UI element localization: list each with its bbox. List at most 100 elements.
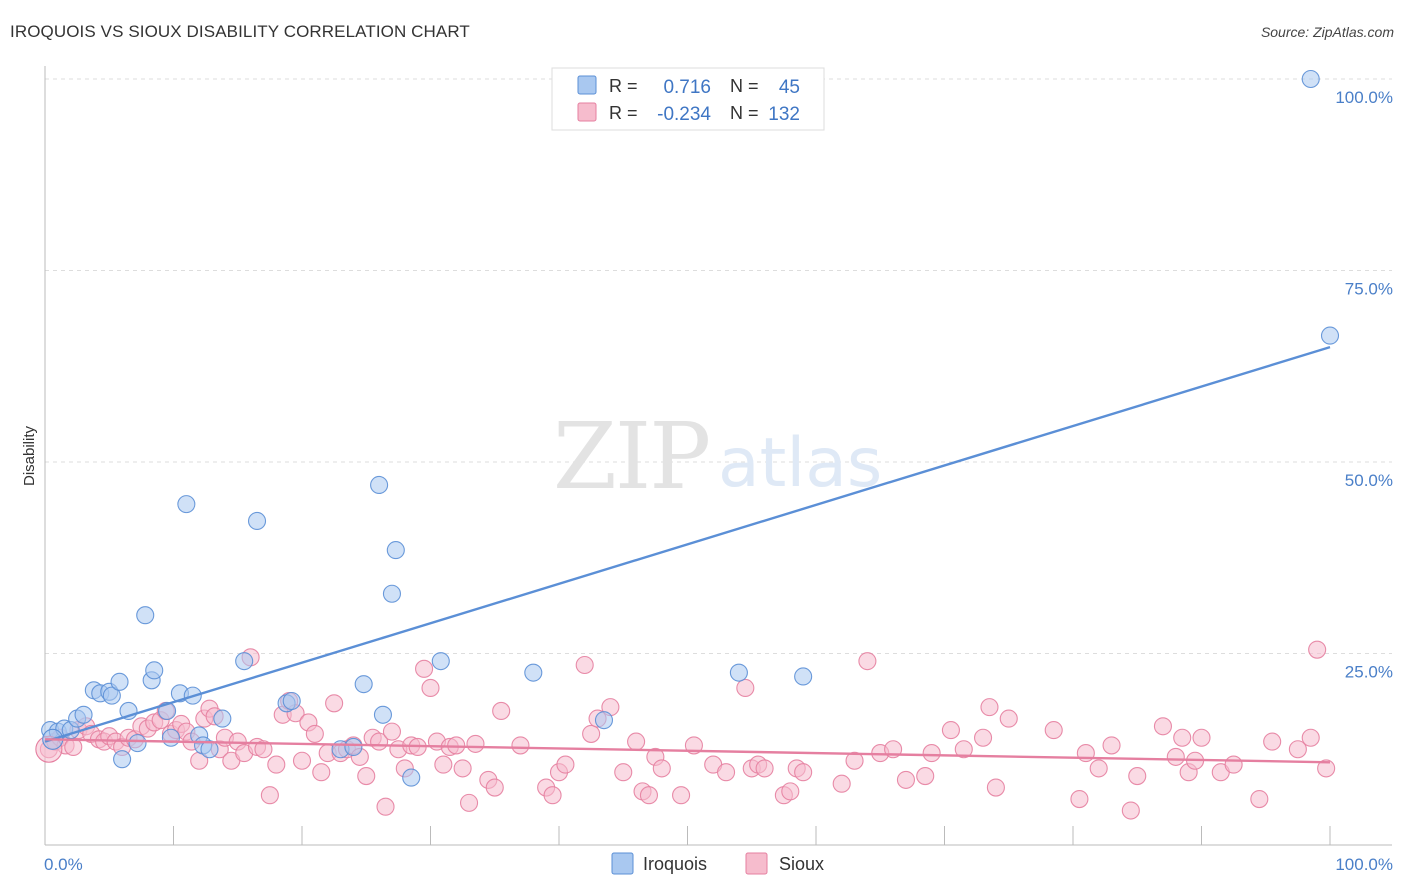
y-tick-labels: 25.0% 50.0% 75.0% 100.0% <box>1335 88 1393 682</box>
point-sioux <box>1317 759 1336 778</box>
point-sioux <box>986 778 1005 797</box>
point-sioux <box>941 721 960 740</box>
legend-n-value: 132 <box>768 104 800 125</box>
bottom-legend-sioux: Sioux <box>745 852 824 875</box>
point-sioux <box>845 751 864 770</box>
point-sioux <box>1263 732 1282 751</box>
point-sioux <box>305 724 324 743</box>
point-iroquois <box>402 768 421 787</box>
point-sioux <box>1070 789 1089 809</box>
legend-box: R = 0.716 N = 45 R = -0.234 N = 132 <box>551 67 825 131</box>
point-iroquois <box>235 652 254 671</box>
y-tick-label: 50.0% <box>1345 471 1393 490</box>
point-sioux <box>357 767 376 786</box>
scatter-points <box>35 69 1340 820</box>
watermark-atlas: atlas <box>718 424 882 503</box>
point-sioux <box>1173 728 1192 747</box>
point-sioux <box>980 698 999 717</box>
point-sioux <box>1224 755 1243 774</box>
legend-n-value: 45 <box>779 77 800 98</box>
point-iroquois <box>145 661 164 680</box>
point-sioux <box>736 678 755 698</box>
point-sioux <box>794 763 813 782</box>
point-iroquois <box>1301 69 1320 89</box>
gridlines <box>45 78 1392 654</box>
point-sioux <box>485 778 504 797</box>
point-iroquois <box>1320 326 1340 345</box>
point-sioux <box>1044 721 1063 740</box>
bottom-legend-swatch-iroquois <box>611 852 634 875</box>
point-sioux <box>312 763 331 782</box>
point-sioux <box>1301 728 1320 747</box>
point-sioux <box>434 755 453 774</box>
point-sioux <box>543 786 562 805</box>
watermark-zip: ZIP <box>553 403 709 510</box>
bottom-legend-label-sioux: Sioux <box>779 854 824 874</box>
point-sioux <box>415 659 434 678</box>
point-sioux <box>627 732 646 751</box>
legend-swatch-sioux <box>577 102 597 122</box>
point-sioux <box>1250 789 1269 809</box>
axes <box>44 66 1392 846</box>
point-iroquois <box>158 701 177 721</box>
point-sioux <box>896 770 916 789</box>
bottom-legend: Iroquois Sioux <box>611 852 824 875</box>
point-iroquois <box>370 475 389 495</box>
trend-line-sioux <box>44 738 1331 764</box>
point-iroquois <box>128 734 147 753</box>
point-iroquois <box>729 663 748 682</box>
point-sioux <box>376 797 395 816</box>
chart-title: IROQUOIS VS SIOUX DISABILITY CORRELATION… <box>10 22 470 41</box>
point-sioux <box>999 709 1018 728</box>
point-iroquois <box>382 584 402 603</box>
point-sioux <box>916 767 935 786</box>
bottom-legend-swatch-sioux <box>745 852 768 875</box>
point-sioux <box>260 786 279 805</box>
point-sioux <box>575 655 594 675</box>
watermark: ZIP atlas <box>553 403 882 510</box>
bottom-legend-iroquois: Iroquois <box>611 852 707 875</box>
point-sioux <box>292 751 312 770</box>
point-sioux <box>781 782 800 801</box>
point-sioux <box>922 744 941 763</box>
point-iroquois <box>102 686 121 705</box>
point-sioux <box>267 755 286 774</box>
point-iroquois <box>113 750 132 769</box>
point-iroquois <box>373 705 393 724</box>
y-tick-label: 75.0% <box>1345 280 1393 299</box>
point-sioux <box>716 763 736 782</box>
point-sioux <box>459 793 479 812</box>
x-tick-labels: 0.0% 100.0% <box>44 855 1393 874</box>
y-tick-label: 100.0% <box>1335 88 1393 107</box>
point-iroquois <box>282 691 301 711</box>
point-iroquois <box>386 541 405 560</box>
point-sioux <box>1166 747 1185 766</box>
point-sioux <box>382 722 402 741</box>
point-sioux <box>453 759 472 778</box>
point-sioux <box>639 786 659 805</box>
legend-n-label: N = <box>730 103 759 123</box>
point-sioux <box>421 678 440 698</box>
point-iroquois <box>594 711 614 730</box>
point-iroquois <box>177 495 196 514</box>
source-credit: Source: ZipAtlas.com <box>1260 24 1394 40</box>
point-iroquois <box>524 663 543 682</box>
x-tick-label: 0.0% <box>44 855 83 874</box>
point-iroquois <box>136 606 155 625</box>
legend-r-label: R = <box>609 76 638 96</box>
legend-r-value: -0.234 <box>657 104 711 125</box>
bottom-legend-label-iroquois: Iroquois <box>643 854 707 874</box>
legend-r-label: R = <box>609 103 638 123</box>
point-iroquois <box>431 652 450 671</box>
point-sioux <box>652 759 671 778</box>
point-sioux <box>755 759 774 778</box>
point-sioux <box>492 701 511 721</box>
point-sioux <box>325 694 344 713</box>
point-sioux <box>1102 736 1121 755</box>
point-sioux <box>254 740 273 759</box>
point-sioux <box>1121 801 1140 820</box>
legend-n-label: N = <box>730 76 759 96</box>
point-sioux <box>1288 740 1307 759</box>
trend-line-iroquois <box>44 345 1331 743</box>
